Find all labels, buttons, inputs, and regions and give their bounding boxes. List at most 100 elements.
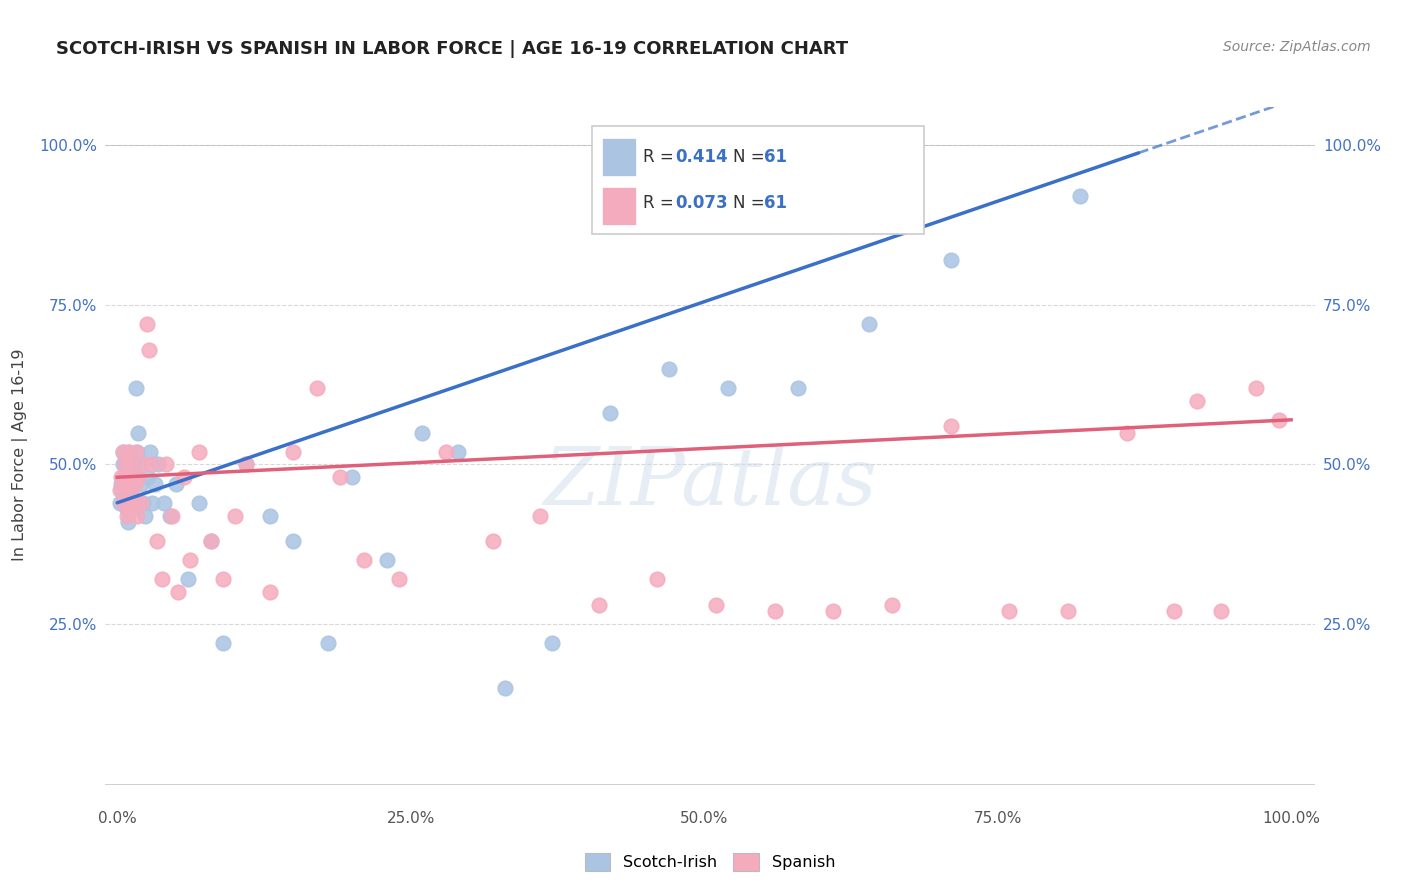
Text: Source: ZipAtlas.com: Source: ZipAtlas.com (1223, 40, 1371, 54)
Point (434, 444, 457, 458)
Point (318, 636, 340, 650)
Point (115, 508, 138, 523)
Text: 0.073: 0.073 (675, 194, 728, 212)
Point (121, 502, 143, 516)
Point (411, 425, 433, 440)
Point (125, 444, 148, 458)
Point (121, 490, 143, 504)
Point (110, 470, 132, 484)
Point (127, 444, 149, 458)
Point (111, 483, 134, 497)
Point (115, 470, 138, 484)
Point (141, 458, 163, 472)
Point (153, 496, 176, 510)
Text: ZIPatlas: ZIPatlas (543, 444, 877, 522)
Point (146, 534, 169, 549)
Point (353, 553, 375, 567)
Point (117, 470, 139, 484)
Point (704, 598, 727, 612)
Text: N =: N = (733, 148, 770, 166)
Point (939, 253, 962, 268)
Point (305, 381, 328, 395)
Point (329, 470, 352, 484)
Point (1268, 413, 1291, 427)
Point (135, 317, 157, 331)
Text: N =: N = (733, 194, 770, 212)
Point (114, 496, 136, 510)
Point (1187, 393, 1209, 408)
Point (645, 573, 668, 587)
Point (115, 476, 138, 491)
Point (121, 476, 143, 491)
Point (148, 458, 170, 472)
Point (117, 490, 139, 504)
Point (482, 534, 505, 549)
Point (122, 458, 145, 472)
Point (120, 502, 142, 516)
Point (540, 636, 562, 650)
Point (173, 470, 195, 484)
Point (155, 458, 177, 472)
Point (188, 496, 211, 510)
Point (108, 483, 131, 497)
Text: R =: R = (643, 194, 679, 212)
Point (1069, 189, 1091, 203)
Point (112, 444, 135, 458)
Point (939, 419, 962, 434)
Point (117, 496, 139, 510)
Point (211, 573, 233, 587)
Text: R =: R = (643, 148, 679, 166)
Point (446, 444, 468, 458)
Point (118, 476, 141, 491)
Point (150, 573, 173, 587)
Point (112, 458, 135, 472)
Point (112, 476, 135, 491)
Point (717, 381, 740, 395)
Point (108, 496, 131, 510)
Point (880, 598, 903, 612)
Point (1057, 604, 1080, 618)
Point (120, 458, 142, 472)
Point (340, 470, 363, 484)
Point (112, 490, 135, 504)
Point (112, 496, 135, 510)
Point (200, 534, 222, 549)
Point (115, 502, 138, 516)
Point (120, 458, 142, 472)
Point (763, 604, 786, 618)
Point (124, 476, 146, 491)
Point (211, 636, 233, 650)
Point (120, 496, 142, 510)
Point (127, 470, 149, 484)
Point (179, 553, 201, 567)
Point (235, 458, 257, 472)
Y-axis label: In Labor Force | Age 16-19: In Labor Force | Age 16-19 (13, 349, 28, 561)
Point (132, 458, 155, 472)
Point (141, 496, 163, 510)
Point (259, 585, 281, 599)
Point (128, 458, 150, 472)
Point (138, 343, 160, 357)
Point (143, 476, 166, 491)
Point (283, 534, 305, 549)
Point (120, 464, 142, 478)
Point (388, 573, 411, 587)
Point (529, 508, 551, 523)
Point (1209, 604, 1232, 618)
Text: 61: 61 (763, 148, 787, 166)
Point (1244, 381, 1267, 395)
Point (165, 476, 187, 491)
Point (118, 444, 141, 458)
Point (139, 444, 162, 458)
Point (122, 496, 145, 510)
Point (599, 406, 621, 420)
Point (127, 508, 149, 523)
Point (1115, 425, 1137, 440)
Text: SCOTCH-IRISH VS SPANISH IN LABOR FORCE | AGE 16-19 CORRELATION CHART: SCOTCH-IRISH VS SPANISH IN LABOR FORCE |… (56, 40, 848, 58)
Point (112, 444, 135, 458)
Point (259, 508, 281, 523)
Point (134, 508, 156, 523)
Point (858, 317, 880, 331)
Point (117, 444, 139, 458)
Point (494, 681, 516, 695)
